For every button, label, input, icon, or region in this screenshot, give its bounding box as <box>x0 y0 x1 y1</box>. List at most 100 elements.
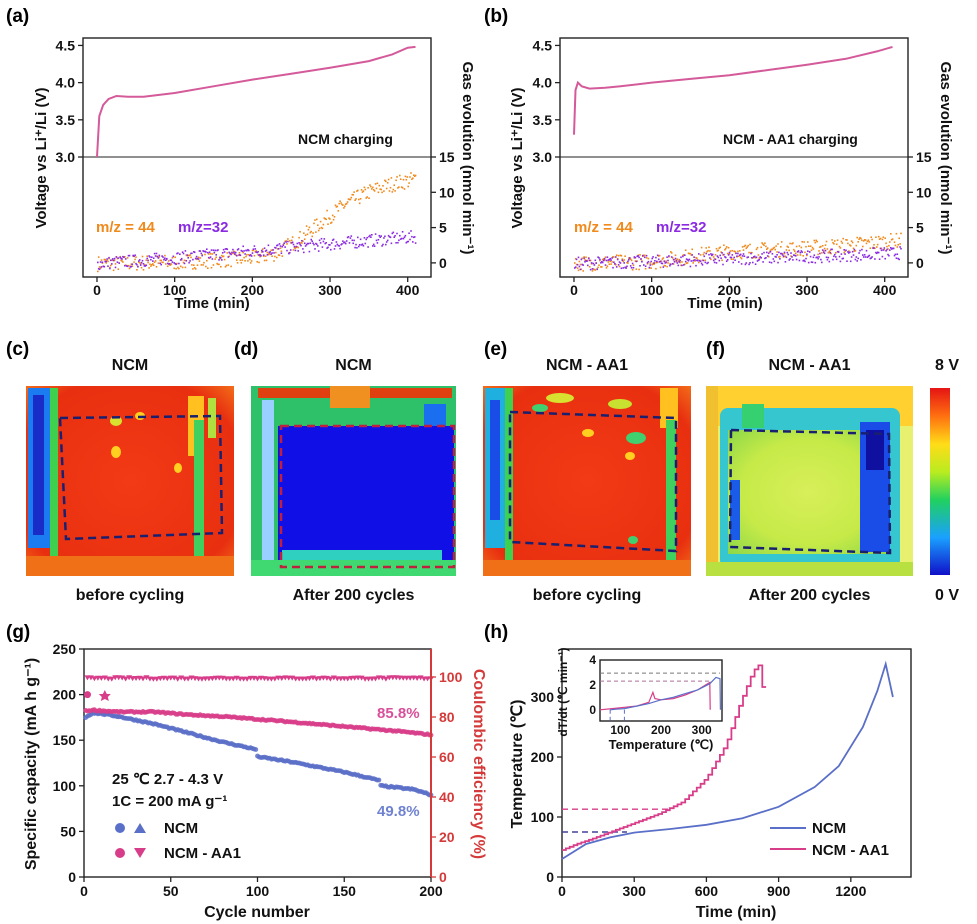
o2-point <box>381 245 383 247</box>
o2-point <box>750 252 752 255</box>
o2-point <box>261 249 263 252</box>
o2-point <box>319 242 322 244</box>
co2-point <box>333 216 336 218</box>
co2-point <box>740 257 743 260</box>
o2-point <box>333 248 336 250</box>
o2-point <box>794 254 796 257</box>
o2-point <box>794 255 797 257</box>
o2-point <box>160 263 162 266</box>
o2-point <box>688 258 691 261</box>
o2-point <box>647 260 650 263</box>
o2-point <box>644 265 647 267</box>
o2-point <box>866 256 869 258</box>
co2-point <box>635 268 638 270</box>
co2-point <box>600 266 602 268</box>
co2-point <box>270 249 272 251</box>
ce-point-aa1 <box>327 676 334 682</box>
o2-point <box>853 248 856 251</box>
co2-point <box>178 267 180 270</box>
ce-point-aa1 <box>344 676 351 682</box>
co2-point <box>757 254 760 256</box>
co2-point <box>776 251 778 253</box>
co2-point <box>311 235 313 238</box>
o2-point <box>410 230 412 232</box>
co2-point <box>379 188 381 190</box>
co2-point <box>703 251 706 254</box>
co2-point <box>252 249 255 252</box>
co2-point <box>714 254 717 256</box>
co2-point <box>197 256 200 259</box>
co2-point <box>632 264 635 266</box>
co2-point <box>673 259 676 261</box>
co2-point <box>799 254 802 256</box>
o2-point <box>313 243 315 246</box>
o2-point <box>611 257 613 259</box>
co2-point <box>645 257 648 259</box>
y-axis-title: Temperature (℃) <box>509 700 526 829</box>
co2-point <box>303 238 306 240</box>
co2-point <box>716 250 719 252</box>
co2-point <box>261 251 263 253</box>
o2-point <box>352 242 354 245</box>
o2-point <box>708 253 710 256</box>
o2-point <box>412 241 414 243</box>
ncm_capacity-series <box>83 710 434 798</box>
o2-point <box>885 250 887 252</box>
co2-point <box>108 257 110 260</box>
o2-point <box>712 259 715 262</box>
co2-point <box>192 268 194 270</box>
o2-point <box>742 253 745 255</box>
co2-point <box>326 209 328 212</box>
co2-point <box>656 261 659 263</box>
co2-point <box>634 260 637 262</box>
o2-point <box>167 263 170 265</box>
co2-point <box>357 189 359 192</box>
co2-point <box>350 196 353 199</box>
o2-point <box>656 260 658 263</box>
co2-point <box>756 246 759 249</box>
co2-point <box>591 270 594 272</box>
co2-point <box>796 254 799 256</box>
co2-point <box>249 262 252 264</box>
co2-point <box>854 250 857 252</box>
co2-point <box>581 257 583 260</box>
co2-point <box>331 214 334 217</box>
o2-point <box>584 261 586 263</box>
o2-point <box>701 264 704 266</box>
o2-point <box>289 249 292 251</box>
co2-point <box>590 263 593 265</box>
o2-point <box>122 255 124 258</box>
co2-point <box>871 238 873 241</box>
o2-point <box>121 258 123 260</box>
co2-point <box>588 266 591 268</box>
co2-point <box>147 261 149 264</box>
co2-point <box>364 188 367 191</box>
o2-point <box>890 247 892 249</box>
o2-point <box>397 241 399 244</box>
o2-point <box>247 248 249 251</box>
x-tick-label: 200 <box>718 282 742 298</box>
co2-point <box>807 245 810 247</box>
o2-point <box>723 253 725 256</box>
o2-point <box>670 256 673 258</box>
co2-point <box>234 254 237 256</box>
o2-point <box>140 261 143 264</box>
co2-point <box>701 259 704 261</box>
o2-point <box>414 242 417 244</box>
o2-point <box>653 262 655 264</box>
x-axis-title: Cycle number <box>204 904 310 921</box>
o2-point <box>775 256 777 258</box>
co2-point <box>670 251 672 253</box>
co2-point <box>853 250 856 252</box>
co2-point <box>258 261 260 264</box>
o2-point <box>858 252 860 254</box>
co2-point <box>209 253 212 255</box>
o2-point <box>408 232 410 234</box>
o2-point <box>360 244 363 246</box>
o2-point <box>613 261 615 263</box>
co2-point <box>358 198 360 201</box>
retention-aa1: 85.8% <box>377 705 420 722</box>
o2-point <box>681 264 683 267</box>
heatmap-d-title: NCM <box>335 357 372 374</box>
co2-point <box>152 264 155 267</box>
